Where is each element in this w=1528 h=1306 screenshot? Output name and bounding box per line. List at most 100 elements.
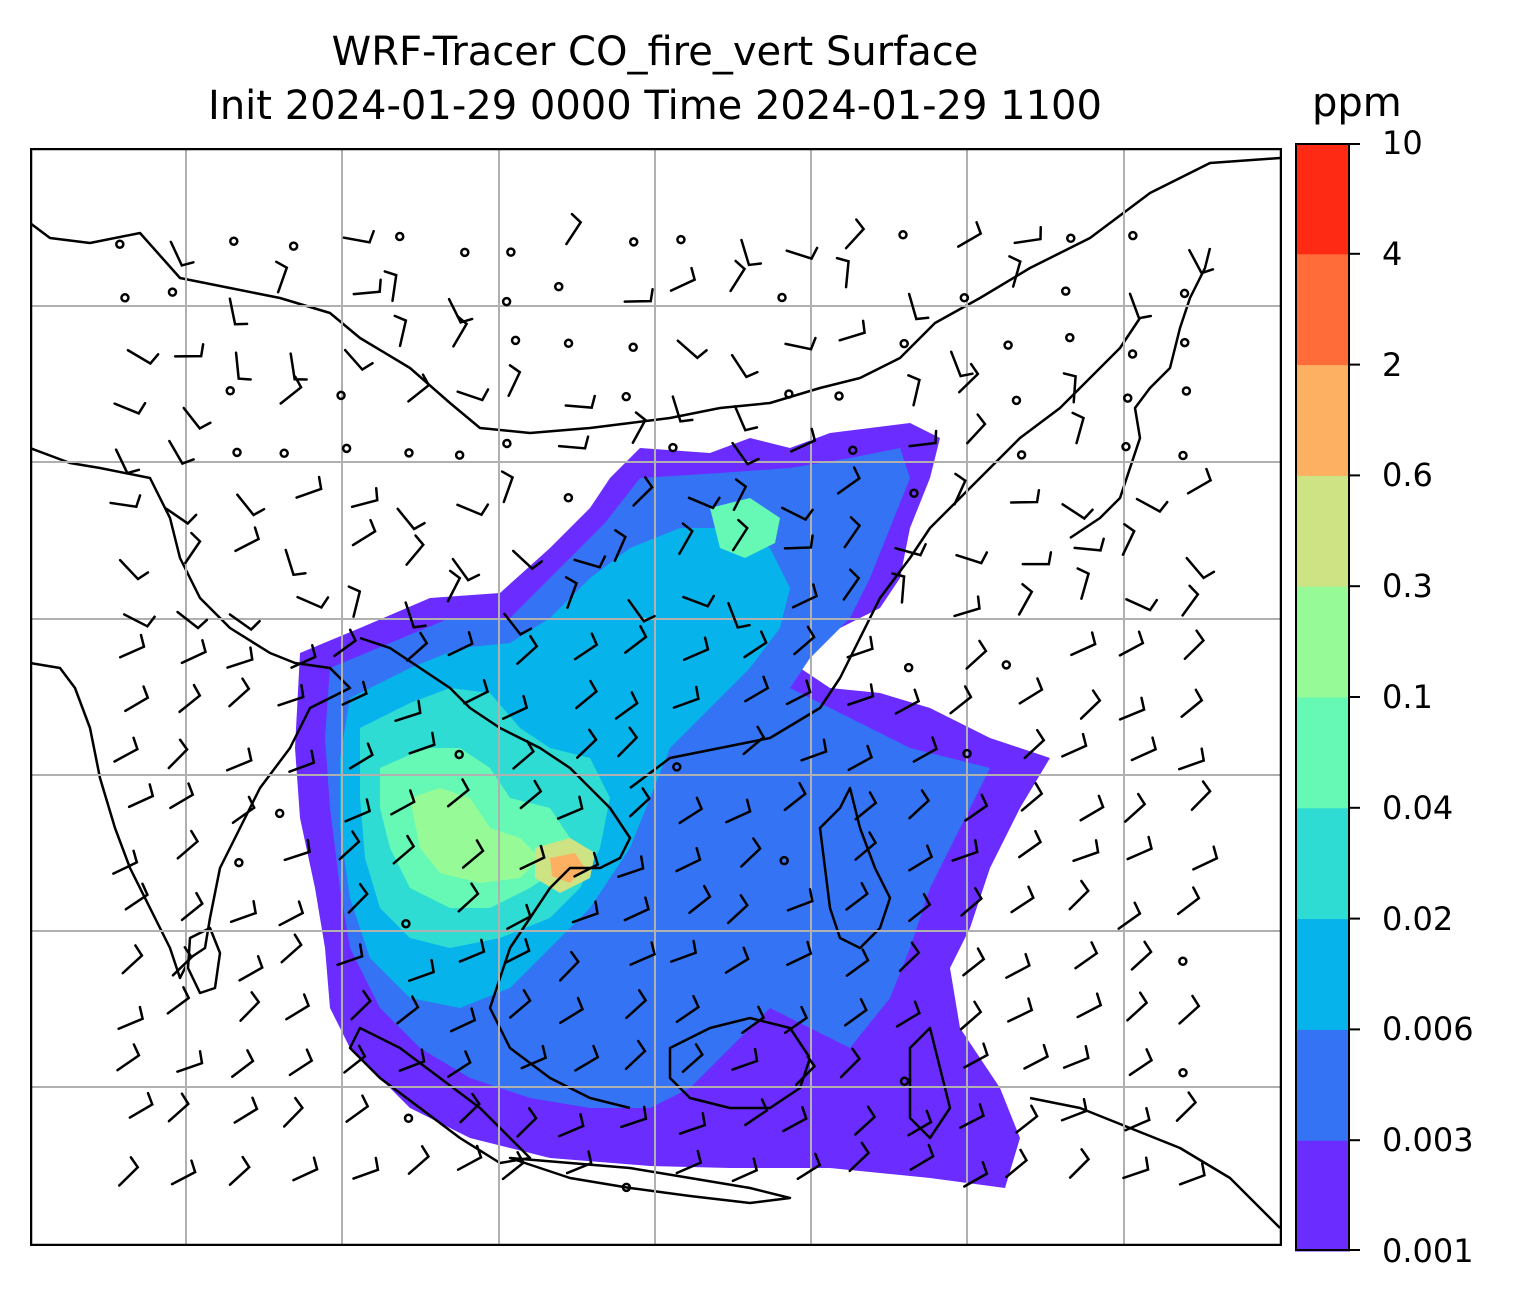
wind-barb [279, 375, 303, 405]
coastline-sri-lanka [186, 926, 222, 995]
wind-barb [963, 1042, 989, 1069]
wind-barb [1023, 728, 1046, 760]
wind-barb [729, 259, 747, 293]
wind-barb [1061, 732, 1088, 758]
wind-barb [1180, 688, 1204, 718]
wind-barb [854, 831, 878, 861]
wind-barb [407, 373, 431, 403]
wind-barb [1015, 1104, 1039, 1134]
wind-barb [847, 683, 875, 706]
wind-barb [167, 1092, 190, 1123]
wind-barb [628, 787, 651, 818]
wind-barb [1018, 829, 1043, 859]
wind-barb-calm [668, 442, 678, 453]
wind-barb [506, 903, 532, 930]
wind-barb [396, 995, 420, 1025]
wind-barb [617, 726, 639, 758]
wind-barb [1068, 879, 1090, 911]
wind-barb [109, 494, 142, 509]
wind-barb [176, 1050, 204, 1073]
wind-barb [675, 846, 702, 873]
wind-barb [1076, 992, 1103, 1019]
colorbar-tick-label: 0.3 [1382, 567, 1433, 606]
wind-barb [894, 688, 921, 715]
wind-barb [1010, 885, 1035, 914]
wind-barb [234, 526, 261, 553]
wind-barb [687, 496, 721, 510]
wind-barb-calm [229, 236, 239, 246]
wind-barb [844, 998, 868, 1027]
wind-barb [1020, 782, 1044, 812]
wind-barb [1178, 994, 1201, 1025]
wind-barb [113, 401, 147, 415]
wind-barb [960, 886, 983, 917]
wind-barb [964, 793, 989, 822]
wind-barb [169, 782, 195, 810]
wind-barb [393, 314, 408, 348]
wind-barb [173, 343, 205, 358]
wind-barb [835, 256, 850, 289]
wind-barb [168, 439, 195, 466]
wind-barb [1183, 629, 1206, 661]
wind-barb [451, 557, 481, 582]
wind-barb [1070, 631, 1097, 657]
wind-barb [908, 429, 938, 448]
wind-barb [170, 1159, 197, 1186]
wind-barb [688, 884, 712, 915]
wind-barb [228, 613, 261, 632]
wind-barb [234, 351, 252, 381]
wind-barb [838, 319, 866, 342]
map-plot-area [30, 148, 1282, 1246]
wind-barb [845, 948, 870, 977]
wind-barb [848, 1141, 871, 1173]
wind-barb [782, 1105, 808, 1133]
wind-barb [631, 411, 647, 445]
colorbar-segment [1295, 475, 1350, 587]
wind-barb [171, 946, 194, 977]
wind-barb [669, 939, 698, 963]
wind-barb [559, 996, 585, 1025]
wind-barb [573, 555, 607, 569]
wind-barb [1126, 991, 1149, 1022]
wind-barb [228, 1155, 251, 1186]
wind-barb [678, 1112, 707, 1135]
wind-barb [447, 297, 474, 324]
wind-barb [407, 958, 436, 983]
wind-barb [1074, 941, 1099, 970]
wind-barb-calm [1122, 393, 1133, 403]
wind-barb [955, 551, 989, 565]
wind-barb-calm [621, 1182, 632, 1193]
wind-barb [348, 742, 374, 770]
wind-barb-calm [404, 448, 414, 458]
wind-barb [1192, 845, 1219, 871]
wind-barb-calm [1065, 332, 1075, 343]
wind-barb [789, 427, 817, 453]
wind-barb [166, 986, 191, 1015]
wind-barb [229, 900, 258, 924]
wind-barb [1130, 736, 1158, 762]
colorbar-tick-label: 0.001 [1382, 1232, 1474, 1270]
wind-barb [277, 683, 305, 707]
wind-barb-calm [120, 293, 130, 303]
wind-barb-calm [1178, 1067, 1188, 1078]
wind-barb [233, 1096, 259, 1124]
wind-barb [226, 646, 254, 669]
wind-barb [576, 728, 598, 759]
wind-barb [958, 362, 980, 394]
colorbar-unit-label: ppm [1312, 80, 1402, 126]
wind-barb [843, 516, 862, 549]
coastline-sulawesi [908, 1026, 952, 1140]
wind-barb [629, 941, 656, 966]
wind-barb [392, 834, 416, 865]
wind-barb [785, 246, 819, 261]
wind-barb-calm [1066, 233, 1076, 244]
field-level-6 [410, 788, 540, 883]
wind-barb [239, 991, 261, 1022]
wind-barb [794, 1055, 817, 1086]
wind-barb [1176, 886, 1201, 916]
coastline-indochina [359, 636, 632, 1110]
wind-barb [507, 364, 522, 397]
wind-barb [1079, 794, 1105, 822]
wind-barb [458, 938, 486, 963]
wind-barb [112, 849, 139, 875]
